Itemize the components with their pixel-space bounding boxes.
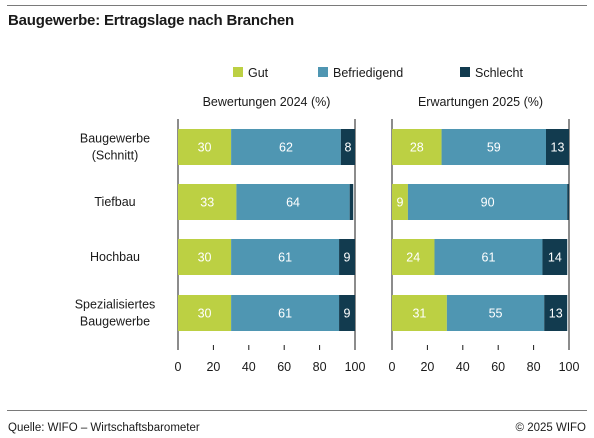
- bar-gut: [178, 295, 232, 331]
- legend-swatch-gut: [233, 67, 243, 77]
- x-tick-label: 40: [242, 360, 256, 374]
- bar-schlecht: [542, 239, 568, 275]
- x-tick-label: 60: [491, 360, 505, 374]
- data-label: 61: [482, 251, 496, 265]
- x-tick-label: 0: [389, 360, 396, 374]
- bar-befriedigend: [236, 184, 350, 220]
- data-label: 30: [198, 307, 212, 321]
- data-label: 24: [406, 251, 420, 265]
- bar-schlecht: [545, 129, 569, 165]
- data-label: 64: [286, 196, 300, 210]
- x-tick-label: 80: [313, 360, 327, 374]
- legend-label-gut: Gut: [248, 66, 269, 80]
- source-note: Quelle: WIFO – Wirtschaftsbarometer: [8, 422, 200, 434]
- data-label: 13: [551, 141, 565, 155]
- data-label: 90: [481, 196, 495, 210]
- data-label: 28: [410, 141, 424, 155]
- bar-befriedigend: [446, 295, 545, 331]
- x-tick-label: 80: [527, 360, 541, 374]
- bar-befriedigend: [231, 239, 340, 275]
- x-tick-label: 20: [420, 360, 434, 374]
- legend-label-schlecht: Schlecht: [475, 66, 523, 80]
- category-label: Spezialisiertes: [75, 298, 156, 312]
- bar-befriedigend: [231, 295, 340, 331]
- bottom-rule: [7, 410, 587, 411]
- x-tick-label: 60: [277, 360, 291, 374]
- bar-gut: [178, 184, 237, 220]
- bar-schlecht: [349, 184, 354, 220]
- chart-title: Baugewerbe: Ertragslage nach Branchen: [8, 12, 295, 29]
- data-label: 33: [200, 196, 214, 210]
- bar-gut: [392, 239, 435, 275]
- category-label: (Schnitt): [92, 149, 139, 163]
- bar-gut: [392, 295, 447, 331]
- top-rule: [7, 5, 587, 6]
- x-tick-label: 100: [345, 360, 366, 374]
- data-label: 9: [396, 196, 403, 210]
- bar-befriedigend: [441, 129, 546, 165]
- data-label: 9: [344, 251, 351, 265]
- data-label: 13: [549, 307, 563, 321]
- bar-schlecht: [544, 295, 568, 331]
- category-label: Hochbau: [90, 250, 140, 264]
- data-label: 55: [489, 307, 503, 321]
- bar-gut: [392, 184, 408, 220]
- data-label: 30: [198, 141, 212, 155]
- legend-swatch-befriedigend: [318, 67, 328, 77]
- bar-gut: [178, 239, 232, 275]
- legend-label-befriedigend: Befriedigend: [333, 66, 403, 80]
- data-label: 62: [279, 141, 293, 155]
- data-label: 8: [344, 141, 351, 155]
- data-label: 9: [344, 307, 351, 321]
- bar-gut: [178, 129, 232, 165]
- bar-schlecht: [339, 295, 355, 331]
- bar-gut: [392, 129, 442, 165]
- panel-title: Erwartungen 2025 (%): [418, 95, 543, 109]
- category-label: Tiefbau: [94, 195, 135, 209]
- data-label: 61: [278, 307, 292, 321]
- panel-title: Bewertungen 2024 (%): [203, 95, 331, 109]
- x-tick-label: 40: [456, 360, 470, 374]
- bar-befriedigend: [434, 239, 543, 275]
- bar-befriedigend: [231, 129, 341, 165]
- copyright-note: © 2025 WIFO: [515, 422, 586, 434]
- data-label: 14: [548, 251, 562, 265]
- data-label: 61: [278, 251, 292, 265]
- category-label: Baugewerbe: [80, 132, 150, 146]
- x-tick-label: 0: [175, 360, 182, 374]
- data-label: 59: [487, 141, 501, 155]
- bar-schlecht: [340, 129, 355, 165]
- legend-swatch-schlecht: [460, 67, 470, 77]
- category-label: Baugewerbe: [80, 315, 150, 329]
- x-tick-label: 20: [206, 360, 220, 374]
- x-tick-label: 100: [559, 360, 580, 374]
- bar-schlecht: [339, 239, 355, 275]
- bar-schlecht: [567, 184, 569, 220]
- data-label: 30: [198, 251, 212, 265]
- bar-befriedigend: [407, 184, 568, 220]
- data-label: 31: [412, 307, 426, 321]
